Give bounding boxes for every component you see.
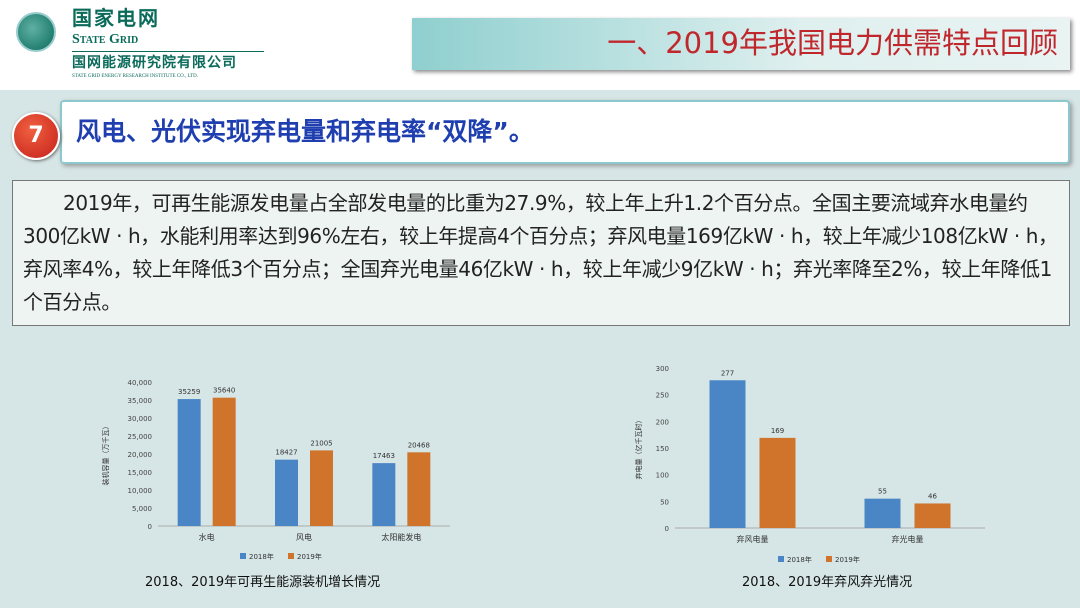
logo-en: State Grid bbox=[72, 32, 139, 47]
curtailment-chart: 0 50 100 150 200 250 300 弃电量（亿千瓦时） 弃风电量 277 169 弃光电… bbox=[634, 365, 985, 564]
chart-caption-curtailment: 2018、2019年弃风弃光情况 bbox=[742, 575, 913, 590]
org-name-en: STATE GRID ENERGY RESEARCH INSTITUTE CO.… bbox=[72, 74, 199, 79]
org-name-cn: 国网能源研究院有限公司 bbox=[72, 55, 237, 71]
y-tick-label: 5,000 bbox=[132, 505, 152, 513]
legend-swatch bbox=[826, 556, 832, 562]
data-label: 169 bbox=[771, 427, 784, 435]
data-label: 18427 bbox=[275, 449, 297, 457]
section-number: 7 bbox=[12, 112, 60, 160]
y-tick-label: 40,000 bbox=[128, 379, 153, 387]
legend-swatch bbox=[288, 553, 294, 559]
data-label: 21005 bbox=[310, 439, 332, 447]
x-tick-label: 弃光电量 bbox=[892, 534, 924, 544]
y-tick-label: 30,000 bbox=[128, 415, 153, 423]
y-tick-label: 35,000 bbox=[128, 397, 153, 405]
bar-2019年 bbox=[407, 452, 431, 526]
data-label: 277 bbox=[721, 369, 734, 377]
data-label: 35640 bbox=[213, 387, 235, 395]
legend-swatch bbox=[778, 556, 784, 562]
bar-2018年 bbox=[372, 463, 396, 526]
y-tick-label: 20,000 bbox=[128, 451, 153, 459]
legend-label: 2018年 bbox=[787, 555, 812, 564]
bar-2019年 bbox=[310, 450, 333, 526]
y-axis-label: 弃电量（亿千瓦时） bbox=[634, 417, 643, 480]
page-title: 一、2019年我国电力供需特点回顾 bbox=[607, 26, 1058, 60]
y-tick-label: 50 bbox=[660, 498, 669, 506]
logo-cn: 国家电网 bbox=[72, 6, 160, 30]
data-label: 17463 bbox=[373, 452, 395, 460]
y-axis-label: 装机容量（万千瓦） bbox=[101, 423, 110, 486]
data-label: 55 bbox=[878, 488, 887, 496]
x-tick-label: 弃风电量 bbox=[737, 534, 769, 544]
bar-2019年 bbox=[212, 397, 236, 526]
data-label: 20468 bbox=[408, 441, 430, 449]
summary-paragraph: 2019年，可再生能源发电量占全部发电量的比重为27.9%，较上年上升1.2个百… bbox=[12, 180, 1070, 326]
y-tick-label: 25,000 bbox=[128, 433, 153, 441]
logo-divider bbox=[72, 51, 264, 52]
section-title: 风电、光伏实现弃电量和弃电率“双降”。 bbox=[76, 117, 534, 146]
bar-2019年 bbox=[759, 437, 796, 528]
y-tick-label: 250 bbox=[656, 392, 669, 400]
title-banner: 一、2019年我国电力供需特点回顾 bbox=[412, 18, 1070, 70]
legend-swatch bbox=[240, 553, 246, 559]
chart-caption-capacity: 2018、2019年可再生能源装机增长情况 bbox=[145, 575, 381, 590]
header: 国家电网 State Grid 国网能源研究院有限公司 STATE GRID E… bbox=[0, 0, 1080, 90]
y-tick-label: 0 bbox=[665, 525, 669, 533]
y-tick-label: 15,000 bbox=[128, 469, 153, 477]
y-tick-label: 0 bbox=[148, 523, 152, 531]
y-tick-label: 300 bbox=[656, 365, 669, 373]
installed-capacity-chart: 0 5,000 10,000 15,000 20,000 25,000 30,000 35,0… bbox=[101, 379, 450, 561]
x-tick-label: 风电 bbox=[296, 532, 312, 542]
legend-label: 2019年 bbox=[297, 552, 322, 561]
x-tick-label: 水电 bbox=[199, 532, 215, 542]
data-label: 35259 bbox=[178, 388, 200, 396]
state-grid-logo-icon bbox=[16, 12, 56, 52]
bar-2018年 bbox=[864, 498, 901, 528]
y-tick-label: 200 bbox=[656, 418, 669, 426]
y-tick-label: 10,000 bbox=[128, 487, 153, 495]
bar-2019年 bbox=[914, 503, 951, 528]
bar-2018年 bbox=[275, 459, 298, 526]
bar-2018年 bbox=[177, 399, 201, 526]
bar-2018年 bbox=[709, 380, 746, 528]
legend-label: 2018年 bbox=[249, 552, 274, 561]
x-tick-label: 太阳能发电 bbox=[381, 532, 421, 542]
legend-label: 2019年 bbox=[835, 555, 860, 564]
data-label: 46 bbox=[928, 492, 937, 500]
section-heading: 风电、光伏实现弃电量和弃电率“双降”。 bbox=[60, 100, 1070, 164]
y-tick-label: 150 bbox=[656, 445, 669, 453]
y-tick-label: 100 bbox=[656, 472, 669, 480]
